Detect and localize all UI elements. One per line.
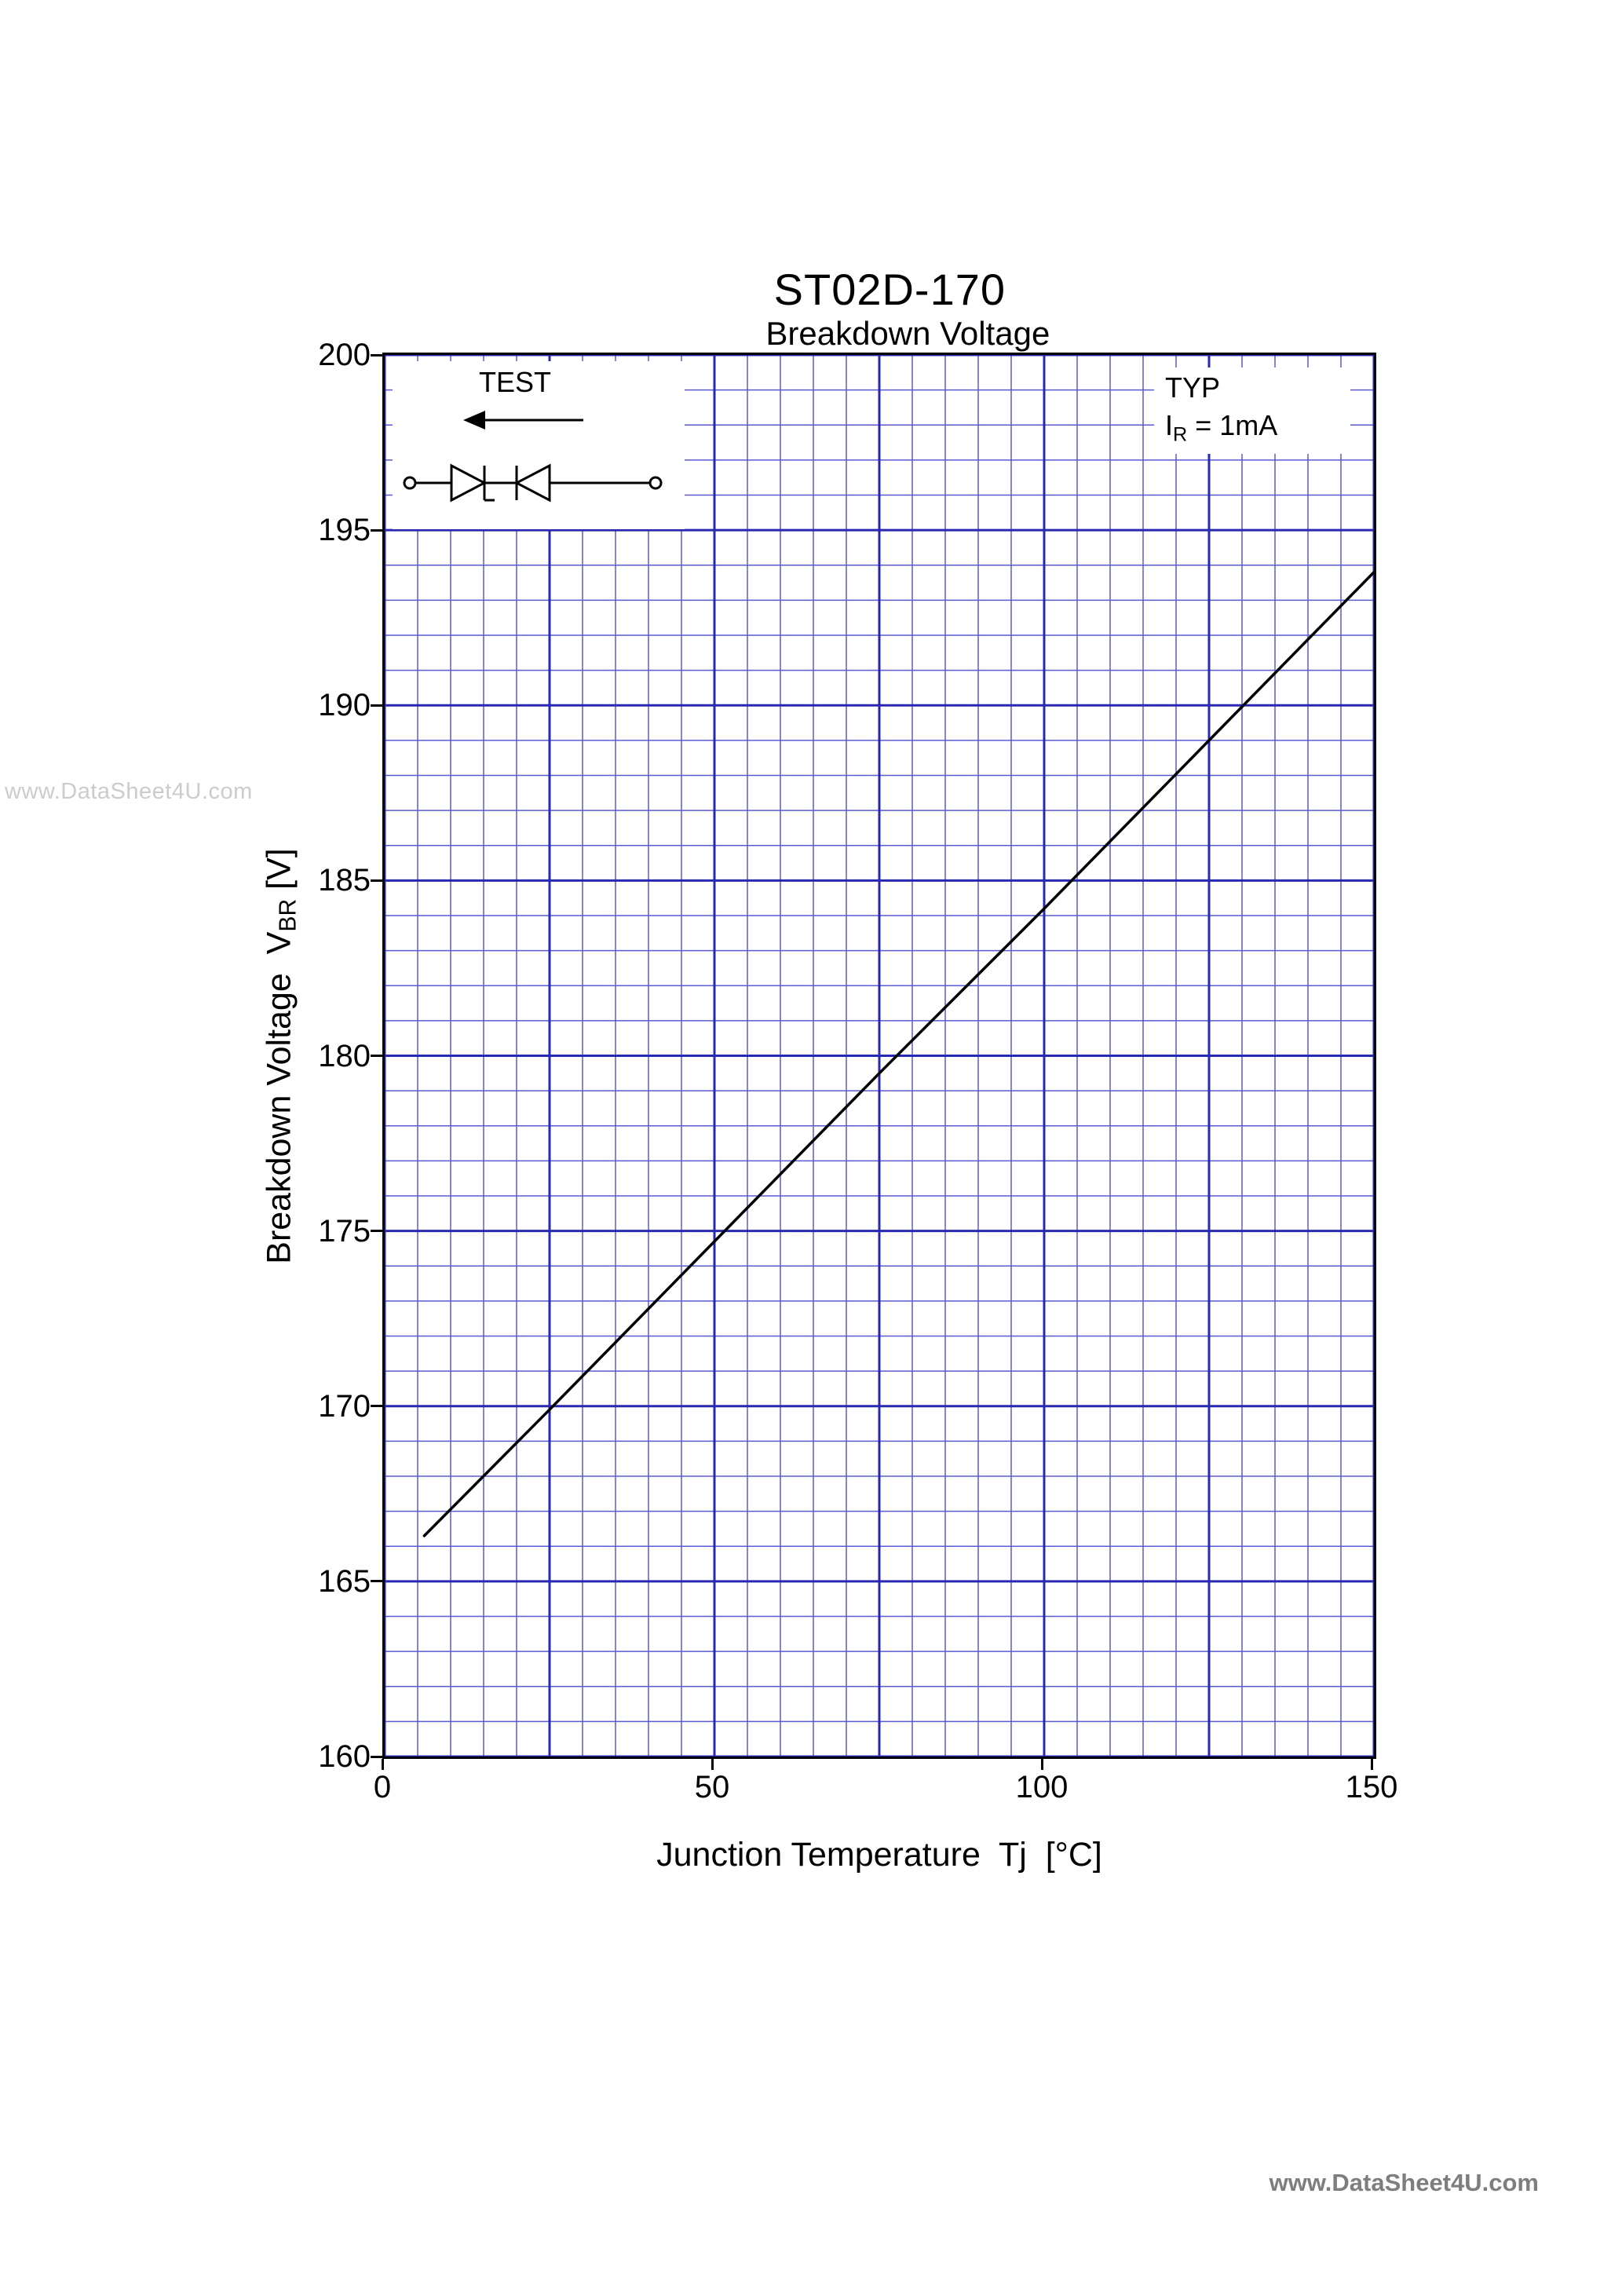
y-tick-mark — [371, 1230, 382, 1233]
x-tick-label: 100 — [1015, 1770, 1069, 1804]
x-tick-label: 50 — [694, 1770, 730, 1804]
part-number: ST02D-170 — [773, 265, 1006, 314]
back-to-back-diode-symbol — [403, 463, 663, 503]
x-tick-mark — [381, 1759, 384, 1770]
y-tick-mark — [371, 879, 382, 882]
vbr-vs-tj-curve — [422, 570, 1374, 1537]
y-axis-tick-marks — [371, 353, 382, 1761]
chart-subtitle: Breakdown Voltage — [765, 315, 1050, 352]
watermark-left: www.DataSheet4U.com — [5, 779, 253, 804]
watermark-bottom: www.DataSheet4U.com — [1269, 2169, 1539, 2196]
current-direction-arrow — [463, 411, 583, 430]
test-label: TEST — [478, 366, 551, 398]
y-tick-label: 200 — [318, 338, 371, 372]
y-tick-label: 190 — [318, 688, 371, 723]
x-tick-label: 150 — [1345, 1770, 1398, 1804]
x-tick-mark — [711, 1759, 714, 1770]
y-tick-mark — [371, 353, 382, 356]
y-tick-label: 165 — [318, 1563, 371, 1599]
y-tick-label: 170 — [318, 1388, 371, 1424]
y-tick-mark — [371, 528, 382, 532]
x-axis-label: Junction Temperature Tj [°C] — [656, 1836, 1102, 1874]
grid-major-lines — [385, 355, 1374, 1757]
y-tick-mark — [371, 1405, 382, 1408]
test-circuit-diagram — [403, 411, 663, 503]
chart-canvas — [385, 355, 1374, 1757]
test-circuit-inset: TEST — [393, 361, 685, 529]
plot-area: TEST — [382, 353, 1376, 1759]
x-tick-label: 0 — [373, 1770, 392, 1804]
diode-left-icon — [450, 463, 488, 503]
y-tick-mark — [371, 1755, 382, 1758]
y-tick-mark — [371, 704, 382, 707]
test-condition: IR = 1mA — [1165, 408, 1278, 445]
y-axis-tick-labels: 160 165 170 175 180 185 190 195 200 — [196, 338, 371, 1774]
y-tick-label: 185 — [318, 863, 371, 898]
y-tick-mark — [371, 1055, 382, 1057]
y-tick-label: 195 — [318, 513, 371, 548]
y-tick-label: 160 — [318, 1739, 371, 1774]
diode-right-icon — [513, 463, 551, 503]
y-tick-label: 180 — [318, 1038, 371, 1073]
left-terminal-icon — [403, 476, 417, 490]
x-axis-tick-marks — [381, 1759, 1376, 1771]
right-terminal-icon — [648, 476, 663, 490]
conditions-box: TYP IR = 1mA — [1154, 367, 1350, 455]
y-tick-mark — [371, 1580, 382, 1583]
y-tick-label: 175 — [318, 1213, 371, 1249]
x-tick-mark — [1040, 1759, 1043, 1770]
y-axis-label: Breakdown Voltage VBR [V] — [260, 848, 301, 1264]
x-tick-mark — [1370, 1759, 1373, 1770]
typ-label: TYP — [1165, 371, 1221, 404]
x-axis-tick-labels: 0 50 100 150 — [374, 1770, 1398, 1811]
